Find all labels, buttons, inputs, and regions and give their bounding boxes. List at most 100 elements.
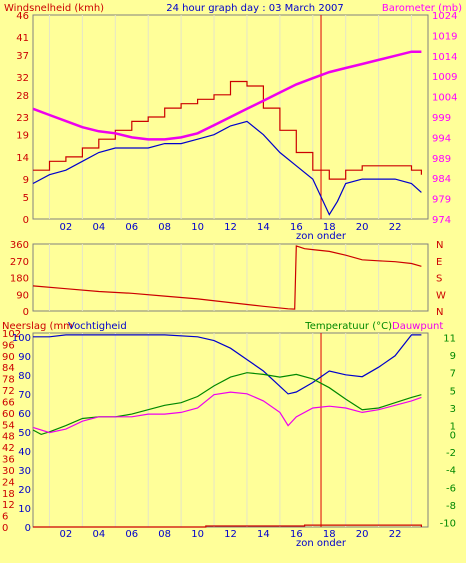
rain-series [33,524,422,528]
direction-tick-label: 270 [10,257,29,268]
temperature-tick-label: -2 [446,448,456,459]
graph-title: 24 hour graph day : 03 March 2007 [166,3,344,14]
barometer-tick-label: 1024 [432,11,457,22]
humidity-tick-label: 40 [18,447,31,458]
rain-tick-label: 96 [2,340,15,351]
rain-tick-label: 90 [2,352,15,363]
dewpoint-axis-title: Dauwpunt [392,321,443,332]
direction-tick-label: 0 [23,307,29,318]
temperature-tick-label: -8 [446,501,456,512]
compass-label: N [436,240,443,251]
rain-tick-label: 42 [2,443,15,454]
temperature-tick-label: -6 [446,483,456,494]
humidity-tick-label: 80 [18,371,31,382]
humidity-tick-label: 50 [18,428,31,439]
x-tick-label: 04 [92,529,105,540]
x-tick-label: 14 [257,222,270,233]
x-tick-label: 10 [191,529,204,540]
temperature-tick-label: -4 [446,466,456,477]
rain-tick-label: 30 [2,466,15,477]
wind-tick-label: 41 [16,33,29,44]
rain-tick-label: 0 [2,523,8,534]
rain-tick-label: 102 [2,329,21,340]
x-tick-label: 22 [389,222,402,233]
temperature-axis-title: Temperatuur (°C) [304,321,392,332]
compass-label: S [436,274,442,285]
barometer-axis-title: Barometer (mb) [382,3,462,14]
direction-tick-label: 180 [10,274,29,285]
compass-label: E [436,257,442,268]
humidity-series [33,334,422,395]
humidity-temperature-panel: 0612182430364248546066727884909610201020… [2,329,456,549]
panel-frame [32,14,429,220]
barometer-tick-label: 999 [432,113,451,124]
sunset-label: zon onder [296,538,347,549]
barometer-tick-label: 1009 [432,72,457,83]
humidity-tick-label: 90 [18,352,31,363]
barometer-tick-label: 974 [432,215,451,226]
humidity-tick-label: 10 [18,504,31,515]
panel-frame [32,243,429,312]
wind-tick-label: 14 [16,153,29,164]
x-tick-label: 16 [290,222,303,233]
barometer-tick-label: 1019 [432,31,457,42]
humidity-tick-label: 70 [18,390,31,401]
rain-tick-label: 72 [2,386,15,397]
barometer-tick-label: 1004 [432,93,457,104]
barometer-tick-label: 989 [432,154,451,165]
humidity-tick-label: 60 [18,409,31,420]
humidity-tick-label: 20 [18,485,31,496]
rain-tick-label: 84 [2,363,15,374]
wind_avg-series [32,120,422,216]
barometer-tick-label: 1014 [432,52,457,63]
dewpoint-series [32,391,422,434]
temperature-tick-label: 1 [450,422,456,433]
x-tick-label: 02 [60,529,73,540]
wind-tick-label: 32 [16,73,29,84]
wind-tick-label: 46 [16,11,29,22]
temperature-tick-label: 11 [443,333,456,344]
rain-tick-label: 12 [2,500,15,511]
wind-tick-label: 28 [16,91,29,102]
sunset-label: zon onder [296,231,347,242]
x-tick-label: 06 [125,222,138,233]
rain-axis-title: Neerslag (mm [2,321,73,332]
x-tick-label: 10 [191,222,204,233]
x-tick-label: 18 [323,529,336,540]
x-tick-label: 18 [323,222,336,233]
x-tick-label: 06 [125,529,138,540]
wind-speed-axis-title: Windsnelheid (kmh) [4,3,104,14]
temperature-tick-label: 5 [450,386,456,397]
wind-tick-label: 23 [16,113,29,124]
rain-tick-label: 78 [2,375,15,386]
temperature-tick-label: 0 [450,430,456,441]
x-tick-label: 04 [92,222,105,233]
x-tick-label: 16 [290,529,303,540]
x-tick-label: 08 [158,529,171,540]
direction-series [32,245,422,310]
rain-tick-label: 54 [2,420,15,431]
rain-tick-label: 18 [2,489,15,500]
barometer-tick-label: 979 [432,195,451,206]
humidity-axis-title: Vochtigheid [68,321,127,332]
temperature-tick-label: 3 [450,404,456,415]
rain-tick-label: 24 [2,477,15,488]
barometer-tick-label: 994 [432,133,451,144]
barometer-tick-label: 984 [432,174,451,185]
humidity-tick-label: 30 [18,466,31,477]
direction-tick-label: 90 [16,290,29,301]
wind-barometer-panel: 0591419232832374146974979984989994999100… [16,11,457,242]
humidity-tick-label: 100 [12,333,31,344]
rain-tick-label: 48 [2,432,15,443]
x-tick-label: 14 [257,529,270,540]
temperature-series [32,372,422,436]
x-tick-label: 22 [389,529,402,540]
temperature-tick-label: -10 [440,519,456,530]
compass-label: W [436,290,446,301]
wind-tick-label: 37 [16,51,29,62]
rain-tick-label: 60 [2,409,15,420]
wind-tick-label: 9 [23,175,29,186]
humidity-tick-label: 0 [25,523,31,534]
rain-tick-label: 36 [2,455,15,466]
